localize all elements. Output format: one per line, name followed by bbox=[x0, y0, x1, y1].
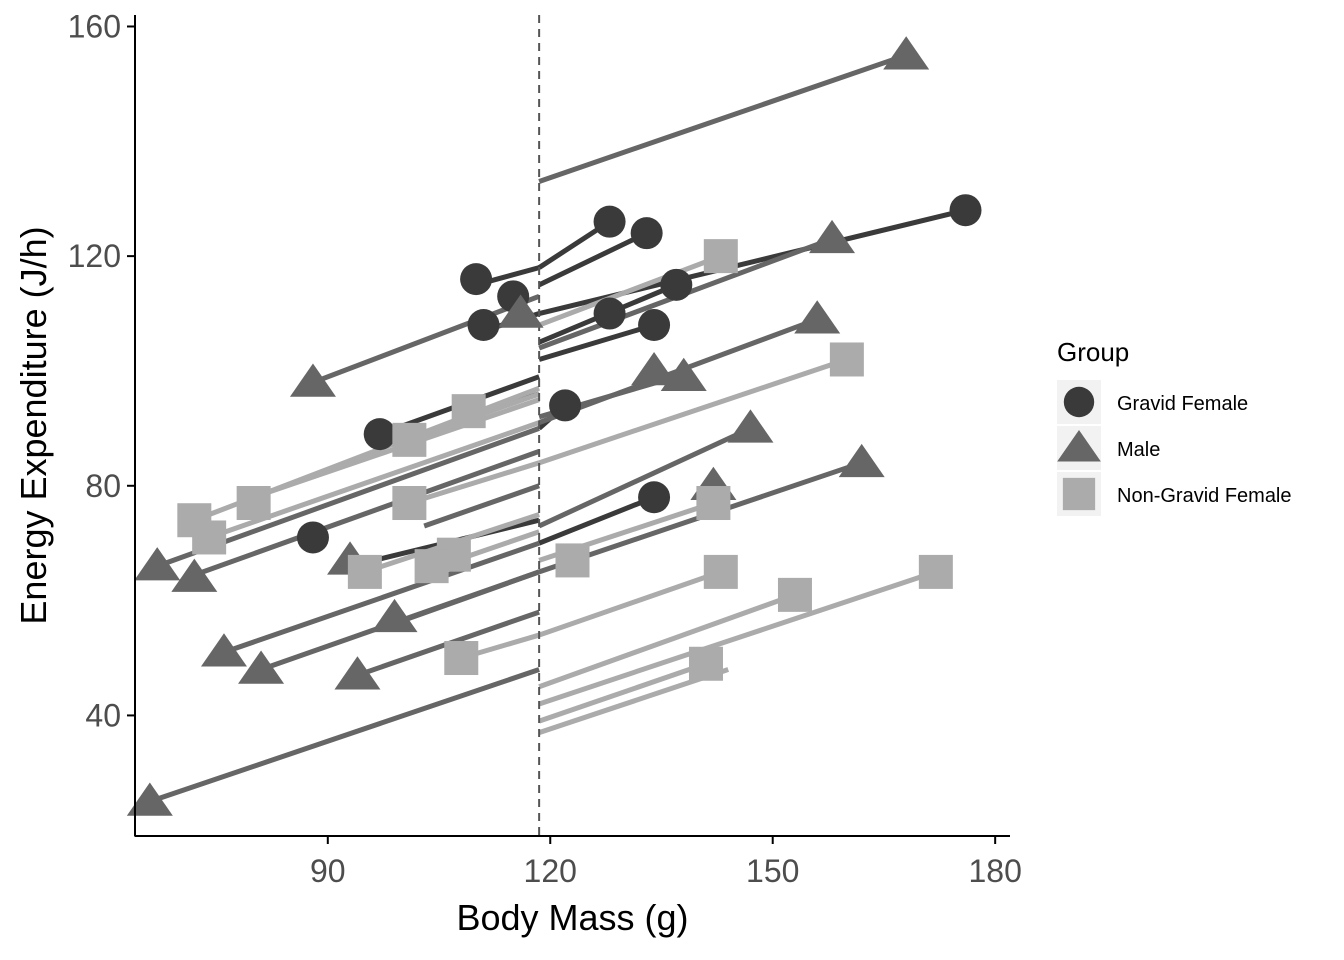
point-male-41 bbox=[171, 558, 218, 592]
point-male-36 bbox=[134, 547, 181, 581]
point-non-gravid-female-27 bbox=[236, 486, 271, 521]
point-non-gravid-female-28 bbox=[696, 486, 731, 521]
fit-segment-gravid-female-8 bbox=[538, 494, 655, 546]
point-non-gravid-female-39 bbox=[918, 554, 953, 589]
fit-segment-non-gravid-female-15 bbox=[538, 357, 848, 466]
fit-segment-non-gravid-female-18 bbox=[538, 592, 796, 690]
point-gravid-female-4 bbox=[630, 217, 663, 250]
point-gravid-female-22 bbox=[363, 418, 396, 451]
y-tick-label-160: 160 bbox=[68, 8, 121, 44]
point-male-21 bbox=[727, 409, 774, 443]
point-non-gravid-female-29 bbox=[392, 486, 427, 521]
point-non-gravid-female-40 bbox=[347, 554, 382, 589]
fit-segment-male-43 bbox=[423, 483, 540, 529]
point-non-gravid-female-38 bbox=[703, 554, 738, 589]
point-male-10 bbox=[497, 294, 544, 328]
point-male-24 bbox=[838, 443, 885, 478]
point-non-gravid-female-42 bbox=[777, 577, 812, 612]
fit-segment-gravid-female-3 bbox=[538, 230, 648, 288]
fit-segment-non-gravid-female-17 bbox=[538, 569, 722, 638]
point-non-gravid-female-6 bbox=[703, 239, 738, 274]
legend-label-gravid-female: Gravid Female bbox=[1117, 393, 1248, 415]
fit-segment-non-gravid-female-14 bbox=[538, 253, 722, 328]
fit-segment-non-gravid-female-19 bbox=[538, 569, 937, 707]
fit-segment-male-1 bbox=[538, 52, 907, 184]
point-gravid-female-13 bbox=[467, 309, 500, 342]
fit-segment-male-42 bbox=[149, 667, 540, 804]
point-non-gravid-female-45 bbox=[444, 641, 479, 676]
point-gravid-female-3 bbox=[593, 205, 626, 238]
fit-segment-male-12 bbox=[538, 426, 752, 529]
x-tick-label-150: 150 bbox=[746, 853, 799, 889]
point-non-gravid-female-37 bbox=[414, 549, 449, 584]
point-male-17 bbox=[660, 357, 707, 391]
point-male-1 bbox=[883, 36, 930, 70]
point-gravid-female-31 bbox=[296, 521, 329, 554]
legend-label-male: Male bbox=[1117, 439, 1160, 461]
point-gravid-female-11 bbox=[593, 297, 626, 330]
legend: Group Gravid Female Male Non-Gravid Female bbox=[1057, 337, 1292, 516]
fit-segment-non-gravid-female-20 bbox=[538, 661, 707, 724]
plot-marks bbox=[126, 15, 982, 836]
point-male-49 bbox=[126, 782, 173, 816]
fit-segment-male-22 bbox=[312, 293, 541, 385]
point-male-48 bbox=[334, 656, 381, 690]
x-tick-label-180: 180 bbox=[968, 853, 1021, 889]
point-gravid-female-9 bbox=[660, 268, 693, 301]
point-gravid-female-2 bbox=[949, 194, 982, 227]
point-male-43 bbox=[371, 598, 418, 633]
legend-label-non-gravid-female: Non-Gravid Female bbox=[1117, 485, 1292, 507]
point-gravid-female-7 bbox=[460, 263, 493, 296]
y-tick-label-80: 80 bbox=[85, 468, 121, 504]
point-male-47 bbox=[238, 650, 285, 684]
point-gravid-female-26 bbox=[638, 481, 671, 514]
legend-symbol-non-gravid-female bbox=[1062, 477, 1096, 511]
point-non-gravid-female-46 bbox=[688, 646, 723, 681]
point-gravid-female-19 bbox=[549, 389, 582, 422]
point-male-18 bbox=[289, 363, 336, 397]
fit-segment-non-gravid-female-32 bbox=[408, 460, 540, 506]
fit-segment-male-41 bbox=[393, 569, 540, 626]
y-axis-title: Energy Expenditure (J/h) bbox=[13, 226, 54, 624]
axes: 90 120 150 180 40 80 120 160 bbox=[68, 8, 1022, 889]
point-male-12 bbox=[794, 300, 841, 334]
fit-segment-male-38 bbox=[223, 540, 540, 655]
x-axis-title: Body Mass (g) bbox=[456, 897, 688, 938]
y-tick-label-120: 120 bbox=[68, 238, 121, 274]
fit-segment-gravid-female-6 bbox=[538, 322, 655, 362]
x-tick-label-120: 120 bbox=[524, 853, 577, 889]
legend-title: Group bbox=[1057, 337, 1129, 367]
point-non-gravid-female-34 bbox=[555, 543, 590, 578]
legend-symbol-gravid-female bbox=[1063, 386, 1095, 418]
legend-symbol-male bbox=[1057, 429, 1101, 462]
point-non-gravid-female-23 bbox=[392, 422, 427, 457]
y-tick-label-40: 40 bbox=[85, 697, 121, 733]
x-tick-label-90: 90 bbox=[310, 853, 346, 889]
point-male-5 bbox=[809, 219, 856, 254]
point-non-gravid-female-15 bbox=[829, 342, 864, 377]
point-male-16 bbox=[631, 351, 678, 386]
point-non-gravid-female-32 bbox=[192, 520, 227, 555]
fit-segment-male-37 bbox=[186, 448, 540, 580]
point-male-44 bbox=[200, 633, 247, 667]
point-gravid-female-14 bbox=[638, 309, 671, 342]
point-non-gravid-female-20 bbox=[451, 394, 486, 429]
